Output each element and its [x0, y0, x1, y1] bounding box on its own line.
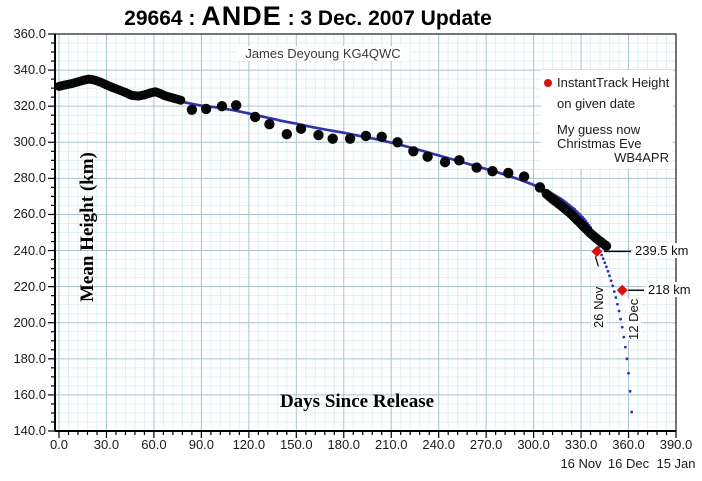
- instanttrack-markers: [591, 245, 628, 296]
- x-axis-title: Days Since Release: [279, 391, 435, 412]
- y-tick-label: 260.0: [13, 206, 46, 222]
- legend-row-1: InstantTrack Height: [541, 72, 673, 93]
- x-tick-label: 330.0: [564, 437, 598, 452]
- y-tick-label: 240.0: [13, 242, 46, 258]
- x-tick-label: 270.0: [469, 437, 503, 452]
- x-tick-label: 210.0: [374, 437, 408, 452]
- plot-frame-and-ticks: [48, 33, 677, 438]
- x-tick-label: 60.0: [141, 437, 167, 452]
- y-axis-title: Mean Height (km): [77, 152, 98, 302]
- legend-line-1: InstantTrack Height: [557, 75, 670, 90]
- x-tick-label: 300.0: [517, 437, 550, 452]
- x-tick-label: 120.0: [232, 437, 266, 452]
- annotation-lines: [594, 250, 644, 291]
- y-tick-label: 200.0: [13, 314, 46, 330]
- credit-text: James Deyoung KG4QWC: [236, 46, 410, 61]
- annotation-12dec-label: 12 Dec: [626, 299, 642, 341]
- y-tick-label: 180.0: [13, 350, 46, 366]
- guess-callsign: WB4APR: [614, 150, 669, 165]
- x-tick-label: 390.0: [659, 437, 693, 452]
- y-tick-label: 360.0: [13, 26, 46, 41]
- y-tick-label: 220.0: [13, 278, 46, 294]
- x-date-label: 16 Dec: [607, 456, 650, 471]
- x-tick-label: 150.0: [280, 437, 313, 452]
- x-tick-label: 360.0: [612, 437, 645, 452]
- x-tick-label: 0.0: [49, 437, 69, 452]
- x-tick-label: 30.0: [93, 437, 120, 452]
- observed-data-points: [54, 74, 612, 251]
- guess-line-1: My guess now: [557, 122, 641, 137]
- guess-line-2: Christmas Eve: [557, 136, 642, 151]
- title-prefix: 29664 :: [124, 7, 202, 30]
- x-date-label: 16 Nov: [560, 456, 602, 471]
- annotation-26nov-label: 26 Nov: [590, 287, 606, 329]
- x-tick-label: 240.0: [422, 437, 455, 452]
- y-tick-label: 320.0: [13, 98, 46, 114]
- x-date-label: 15 Jan: [656, 456, 696, 471]
- page-title: 29664 : ANDE : 3 Dec. 2007 Update: [0, 1, 616, 32]
- y-tick-label: 160.0: [13, 386, 46, 402]
- red-dot-marker-icon: [544, 79, 552, 87]
- legend-row-2: on given date: [557, 96, 636, 111]
- y-tick-label: 300.0: [13, 134, 46, 150]
- x-tick-label: 180.0: [327, 437, 361, 452]
- annotation-239km-label: 239.5 km: [633, 243, 691, 259]
- x-tick-label: 90.0: [188, 437, 215, 452]
- y-tick-label: 340.0: [13, 62, 46, 78]
- guess-note: My guess now Christmas Eve WB4APR: [541, 123, 673, 165]
- title-suffix: : 3 Dec. 2007 Update: [281, 7, 492, 30]
- legend: InstantTrack Height on given date My gue…: [541, 70, 673, 169]
- y-tick-label: 140.0: [13, 423, 46, 438]
- title-satellite: ANDE: [201, 1, 282, 31]
- y-tick-label: 280.0: [13, 170, 46, 186]
- annotation-218km-label: 218 km: [646, 282, 693, 298]
